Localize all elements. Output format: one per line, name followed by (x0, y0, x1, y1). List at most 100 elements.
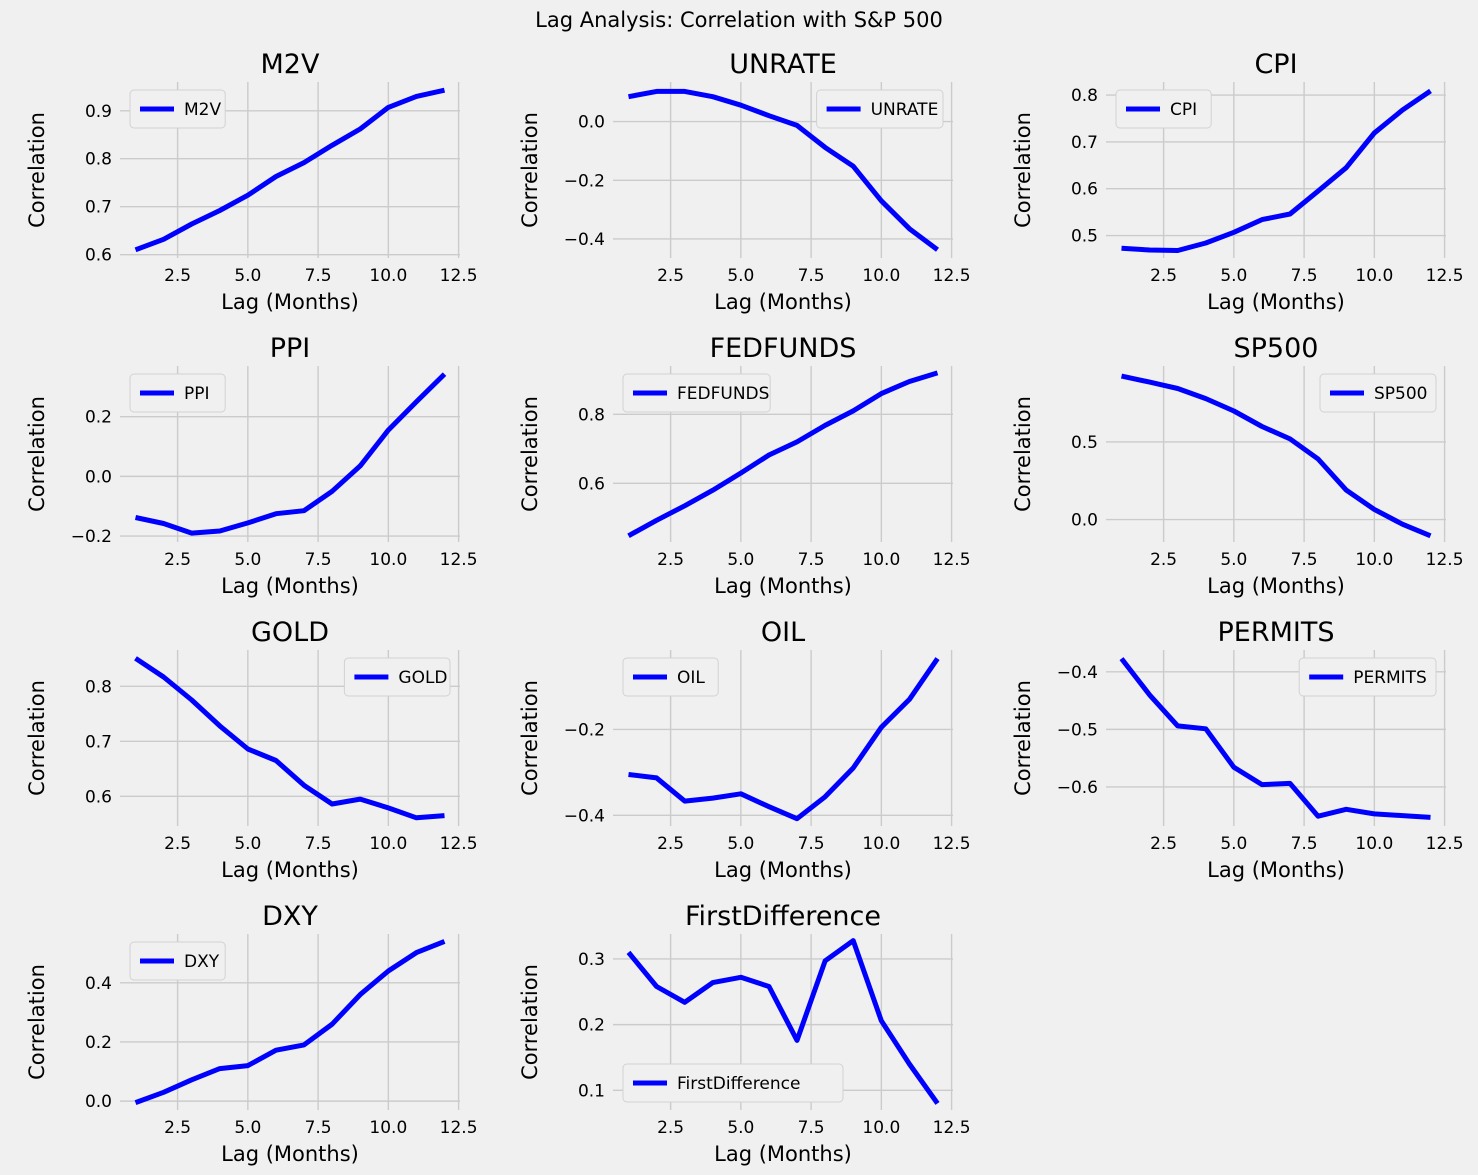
y-tick-label: 0.0 (1071, 511, 1098, 531)
series-line-firstdifference (626, 938, 940, 1105)
subplot-fedfunds: 2.5 5.0 7.5 10.0 12.5 0.8 0.6 FEDFUNDS Lag (Mont… (518, 333, 971, 598)
y-tick-label: −0.4 (1057, 663, 1098, 683)
x-tick-label: 5.0 (727, 1118, 754, 1138)
y-tick-label: 0.4 (85, 974, 112, 994)
y-axis-label: Correlation (1011, 680, 1035, 796)
x-tick-label: 10.0 (369, 266, 407, 286)
legend-box (1115, 89, 1212, 129)
x-tick-label: 5.0 (1220, 550, 1247, 570)
subplot-dxy: 2.5 5.0 7.5 10.0 12.5 0.4 0.2 0.0 DXY Lag (Months… (25, 901, 478, 1166)
x-tick-label: 10.0 (862, 834, 900, 854)
x-tick-label: 12.5 (1426, 834, 1464, 854)
x-tick-label: 10.0 (369, 834, 407, 854)
x-tick-label: 12.5 (440, 266, 478, 286)
legend: PPI (129, 373, 226, 413)
x-tick-label: 12.5 (440, 1118, 478, 1138)
x-tick-label: 5.0 (727, 834, 754, 854)
legend: DXY (129, 941, 226, 981)
series-line-permits (1119, 657, 1431, 820)
y-axis-label: Correlation (518, 396, 542, 512)
series-line-fedfunds (627, 370, 939, 538)
subplot-title: SP500 (1234, 333, 1319, 364)
y-tick-label: 0.6 (85, 787, 112, 807)
x-tick-label: 7.5 (305, 550, 332, 570)
subplot-m2v: 2.5 5.0 7.5 10.0 12.5 0.6 0.7 0.8 0.9 M2V Lag (Mon… (25, 49, 478, 314)
y-axis-label: Correlation (25, 964, 49, 1080)
subplot-title: OIL (761, 617, 805, 648)
y-tick-label: 0.2 (85, 1033, 112, 1053)
x-tick-label: 10.0 (369, 550, 407, 570)
subplot-title: CPI (1254, 49, 1297, 80)
series-line-oil (628, 657, 940, 822)
subplots-grid: 2.5 5.0 7.5 10.0 12.5 0.6 0.7 0.8 0.9 M2V Lag (Mon… (25, 49, 1464, 1166)
x-tick-label: 5.0 (727, 266, 754, 286)
x-tick-label: 7.5 (798, 550, 825, 570)
x-tick-label: 5.0 (727, 550, 754, 570)
y-tick-label: 0.6 (578, 474, 605, 494)
y-tick-label: 0.0 (578, 113, 605, 133)
series-line-sp500 (1120, 373, 1432, 539)
subplot-title: GOLD (251, 617, 329, 648)
subplot-title: PERMITS (1218, 617, 1335, 648)
series-line-ppi (134, 372, 447, 536)
x-tick-label: 2.5 (164, 1118, 191, 1138)
y-axis-label: Correlation (1011, 112, 1035, 228)
subplot-oil: 2.5 5.0 7.5 10.0 12.5 −0.2 −0.4 OIL Lag (Months)… (518, 617, 971, 882)
x-axis-label: Lag (Months) (221, 1142, 359, 1166)
x-axis-label: Lag (Months) (221, 290, 359, 314)
series-line-gold (134, 656, 445, 821)
legend-label: M2V (184, 100, 221, 120)
x-axis-label: Lag (Months) (221, 858, 359, 882)
x-tick-label: 2.5 (1150, 550, 1177, 570)
x-tick-label: 7.5 (1291, 550, 1318, 570)
legend-label: FEDFUNDS (677, 384, 769, 404)
legend-label: DXY (184, 952, 220, 972)
y-tick-label: 0.0 (85, 467, 112, 487)
x-tick-label: 12.5 (933, 550, 971, 570)
y-tick-label: 0.3 (578, 950, 605, 970)
legend-box (1298, 657, 1437, 697)
y-tick-label: 0.8 (1071, 86, 1098, 106)
subplot-cpi: 2.5 5.0 7.5 10.0 12.5 0.5 0.6 0.7 0.8 CPI Lag (Mon… (1011, 49, 1464, 314)
x-axis-label: Lag (Months) (221, 574, 359, 598)
x-tick-label: 10.0 (1355, 834, 1393, 854)
x-tick-label: 5.0 (234, 266, 261, 286)
legend-box (622, 373, 771, 413)
x-tick-label: 2.5 (1150, 834, 1177, 854)
x-axis-label: Lag (Months) (714, 574, 852, 598)
y-tick-label: −0.4 (564, 806, 605, 826)
x-tick-label: 12.5 (933, 266, 971, 286)
x-tick-label: 10.0 (1355, 266, 1393, 286)
y-axis-label: Correlation (518, 112, 542, 228)
x-tick-label: 7.5 (305, 1118, 332, 1138)
legend: FEDFUNDS (622, 373, 771, 413)
subplot-title: M2V (261, 49, 320, 80)
x-tick-label: 7.5 (1291, 266, 1318, 286)
series-line-m2v (134, 87, 446, 253)
x-axis-label: Lag (Months) (714, 858, 852, 882)
y-tick-label: −0.2 (564, 720, 605, 740)
legend-label: PERMITS (1353, 668, 1427, 688)
legend: UNRATE (816, 89, 944, 129)
x-tick-label: 12.5 (933, 1118, 971, 1138)
legend-label: UNRATE (871, 100, 939, 120)
legend-label: SP500 (1374, 384, 1428, 404)
y-tick-label: −0.6 (1057, 778, 1098, 798)
x-tick-label: 2.5 (657, 266, 684, 286)
x-tick-label: 10.0 (862, 550, 900, 570)
subplot-gold: 2.5 5.0 7.5 10.0 12.5 0.8 0.7 0.6 GOLD Lag (Month… (25, 617, 478, 882)
subplot-title: FEDFUNDS (710, 333, 857, 364)
subplot-title: UNRATE (729, 49, 837, 80)
subplot-unrate: 2.5 5.0 7.5 10.0 12.5 0.0 −0.2 −0.4 UNRATE Lag (M… (518, 49, 971, 314)
series-line-cpi (1121, 88, 1432, 253)
x-tick-label: 5.0 (234, 550, 261, 570)
y-tick-label: 0.5 (1071, 433, 1098, 453)
legend-box (1319, 373, 1437, 413)
x-tick-label: 5.0 (234, 1118, 261, 1138)
y-tick-label: 0.5 (1071, 227, 1098, 247)
y-axis-label: Correlation (518, 964, 542, 1080)
y-axis-label: Correlation (1011, 396, 1035, 512)
subplot-title: DXY (262, 901, 318, 932)
x-tick-label: 2.5 (657, 834, 684, 854)
y-tick-label: 0.2 (578, 1016, 605, 1036)
